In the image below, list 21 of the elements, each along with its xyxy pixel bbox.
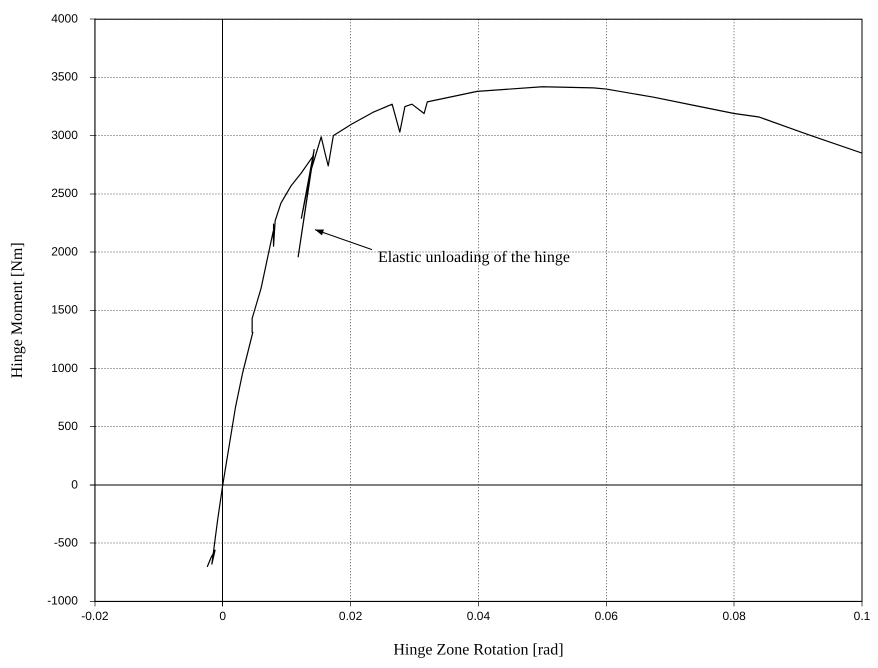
y-tick-label: 3000 [51, 128, 78, 142]
y-tick-label: 2000 [51, 244, 78, 258]
y-tick-label: 1500 [51, 302, 78, 317]
y-tick-label: -500 [54, 535, 78, 550]
y-tick-label: 2500 [51, 186, 78, 200]
x-tick-label: 0 [219, 608, 226, 623]
x-tick-label: 0.08 [722, 608, 746, 623]
y-tick-label: 3500 [51, 70, 78, 84]
y-tick-label: -1000 [47, 594, 78, 608]
y-tick-label: 4000 [51, 12, 78, 26]
x-tick-label: -0.02 [81, 608, 109, 623]
y-tick-label: 500 [58, 419, 78, 434]
y-axis-title: Hinge Moment [Nm] [8, 242, 26, 378]
y-tick-label: 0 [71, 477, 78, 492]
annotation: Elastic unloading of the hinge [378, 248, 570, 266]
y-tick-label: 1000 [51, 360, 78, 375]
x-axis-title: Hinge Zone Rotation [rad] [393, 642, 564, 659]
x-tick-label: 0.02 [338, 608, 363, 623]
x-tick-label: 0.06 [594, 608, 618, 623]
x-tick-label: 0.04 [466, 608, 490, 623]
x-tick-label: 0.1 [854, 608, 871, 623]
